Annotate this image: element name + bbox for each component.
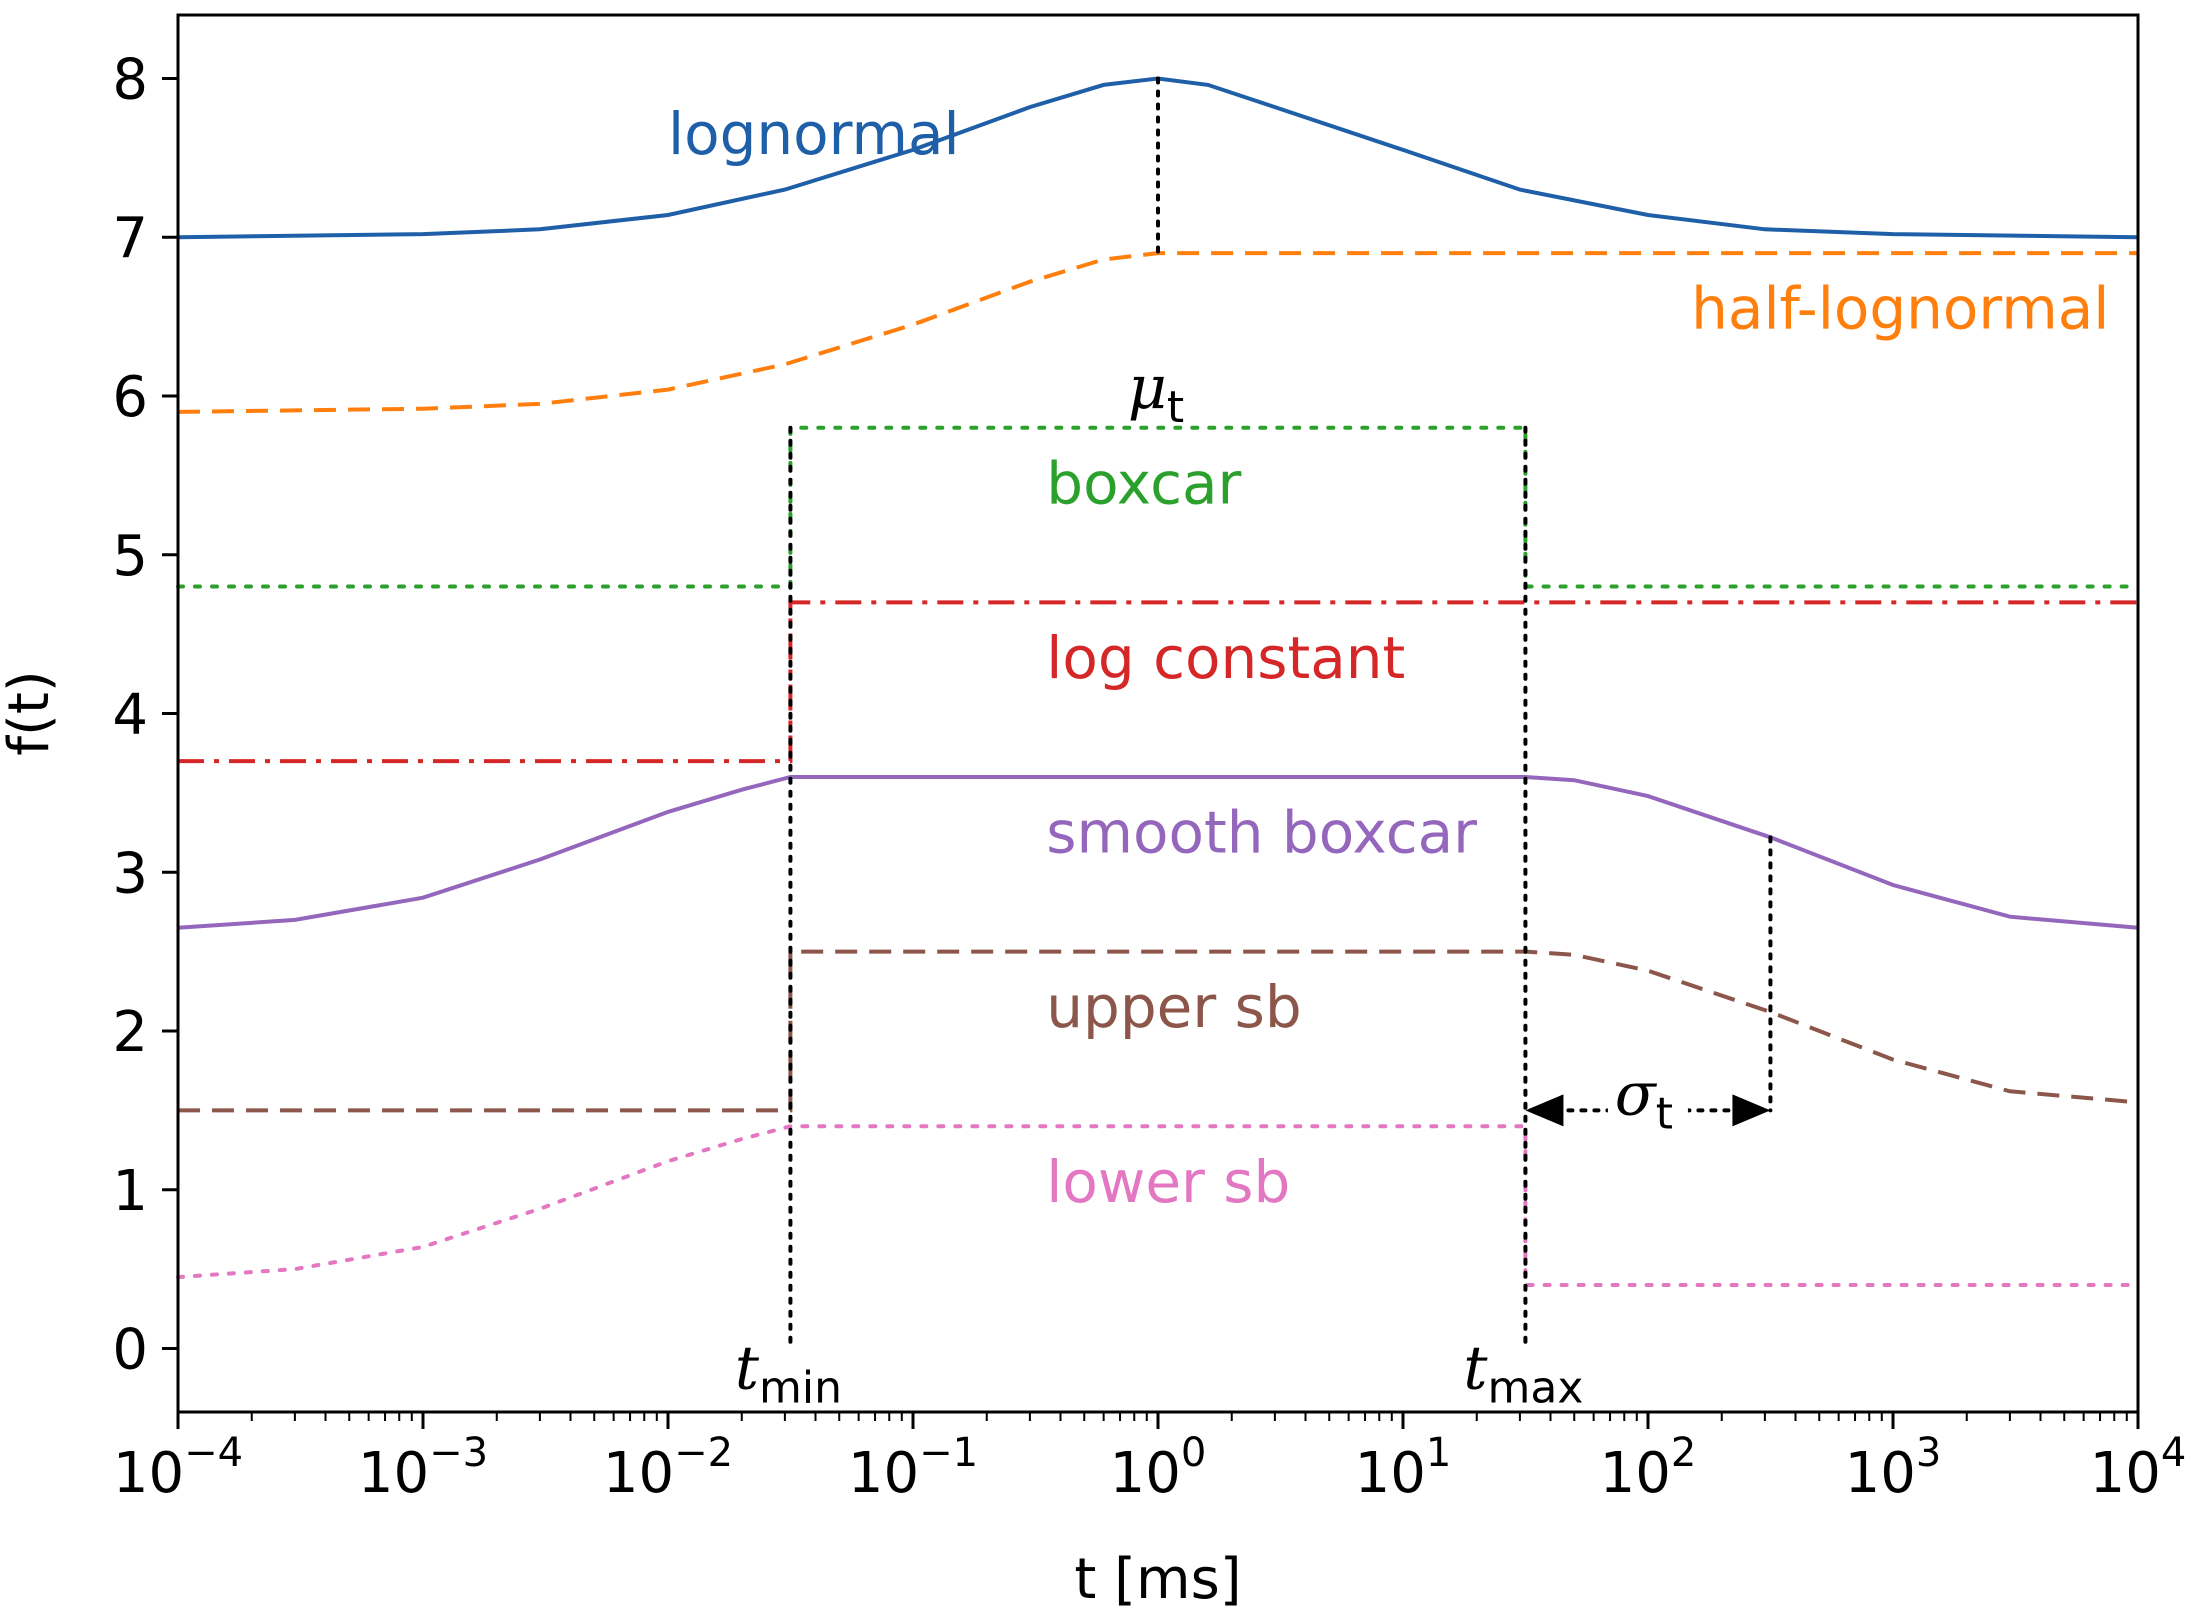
series-label-log-constant: log constant xyxy=(1046,624,1405,692)
y-axis-label: f(t) xyxy=(0,670,62,755)
series-label-upper-sb: upper sb xyxy=(1046,973,1301,1041)
sigma-label: σt xyxy=(1615,1059,1673,1139)
sigma-label-bg xyxy=(1607,1055,1688,1116)
tmax-label: tmax xyxy=(1463,1333,1583,1413)
ticks-layer: 0 1 2 3 4 5 6 7 8 10−4 10−3 10−2 10−1 100 101 102 103 104 xyxy=(112,48,2186,1507)
x-tick-label: 102 xyxy=(1600,1430,1697,1506)
series-label-smooth-boxcar: smooth boxcar xyxy=(1046,799,1477,867)
x-tick-label: 104 xyxy=(2090,1430,2187,1506)
series-label-boxcar: boxcar xyxy=(1046,449,1241,517)
series-line-half-lognormal xyxy=(177,251,2138,414)
sigma-arrowhead-right xyxy=(1732,1094,1771,1127)
sigma-arrowhead-left xyxy=(1525,1094,1564,1127)
x-tick-label: 10−4 xyxy=(113,1430,243,1506)
series-label-half-lognormal: half-lognormal xyxy=(1691,275,2109,343)
x-tick-label: 103 xyxy=(1845,1430,1942,1506)
y-tick-label: 7 xyxy=(112,206,148,271)
y-tick-label: 4 xyxy=(112,683,148,748)
series-label-lognormal: lognormal xyxy=(668,100,960,168)
series-layer: lognormal half-lognormal boxcar log constan… xyxy=(176,76,2140,1287)
y-tick-label: 2 xyxy=(112,1000,148,1065)
annotation-layer: μt tmin tmax σt xyxy=(735,76,1773,1413)
x-axis-label: t [ms] xyxy=(1074,1547,1241,1612)
tmin-label: tmin xyxy=(735,1333,842,1413)
series-line-lower-sb xyxy=(176,1124,2140,1287)
x-tick-label: 10−1 xyxy=(848,1430,978,1506)
y-tick-label: 1 xyxy=(112,1159,148,1224)
y-tick-label: 0 xyxy=(112,1318,148,1383)
series-line-boxcar xyxy=(176,425,2140,589)
y-tick-label: 3 xyxy=(112,841,148,906)
series-label-lower-sb: lower sb xyxy=(1046,1148,1290,1216)
x-tick-label: 10−3 xyxy=(358,1430,488,1506)
series-line-log-constant xyxy=(178,600,2138,764)
y-tick-label: 6 xyxy=(112,365,148,430)
series-line-smooth-boxcar xyxy=(177,775,2139,930)
x-tick-label: 100 xyxy=(1110,1430,1207,1506)
x-tick-label: 101 xyxy=(1355,1430,1452,1506)
y-tick-label: 8 xyxy=(112,48,148,113)
mu-label: μt xyxy=(1128,353,1184,433)
x-tick-label: 10−2 xyxy=(603,1430,733,1506)
y-tick-label: 5 xyxy=(112,524,148,589)
